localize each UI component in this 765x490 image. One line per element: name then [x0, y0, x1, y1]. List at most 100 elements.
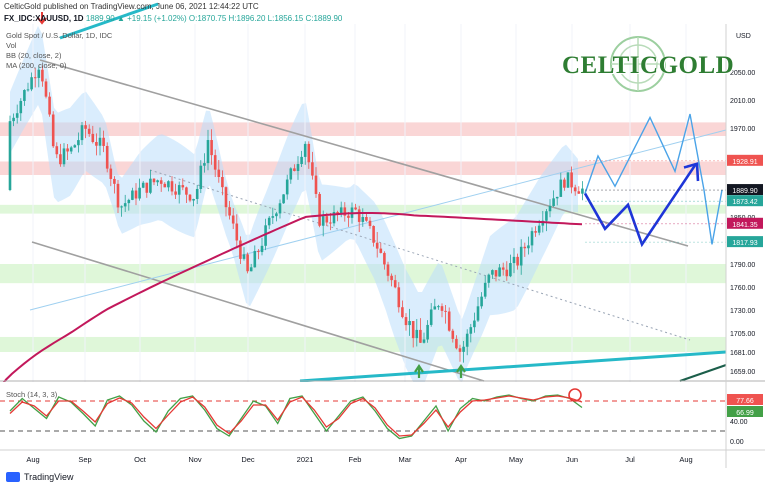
- stoch-y-tick: 0.00: [730, 439, 744, 446]
- stoch-pane[interactable]: [0, 382, 726, 450]
- price-label: 1928.91: [732, 159, 757, 166]
- candle-body: [80, 125, 84, 141]
- long-term-uptrend-line: [29, 129, 727, 311]
- candle-body: [530, 231, 534, 246]
- candle-body: [275, 213, 278, 217]
- stoch-d-line: [9, 395, 583, 437]
- candle-body: [437, 306, 440, 308]
- candle-body: [476, 306, 480, 321]
- candle-body: [516, 256, 519, 266]
- candle-body: [458, 348, 462, 352]
- candle-body: [383, 252, 386, 265]
- candle-body: [429, 309, 433, 325]
- candle-body: [534, 231, 537, 233]
- candle-body: [577, 191, 581, 194]
- candle-body: [469, 327, 473, 334]
- x-tick-label: Dec: [241, 455, 255, 464]
- candle-body: [271, 216, 275, 218]
- candle-body: [512, 256, 516, 264]
- bb-legend[interactable]: BB (20, close, 2): [6, 51, 62, 60]
- candle-body: [332, 212, 336, 224]
- candle-body: [419, 329, 422, 343]
- bollinger-band: [10, 25, 578, 392]
- candle-body: [581, 188, 584, 194]
- symbol-name[interactable]: FX_IDC:XAUUSD, 1D: [4, 14, 84, 23]
- price-label: 1817.93: [732, 240, 757, 247]
- candle-body: [447, 311, 451, 331]
- candle-body: [480, 296, 483, 307]
- candle-body: [131, 190, 134, 200]
- candle-body: [393, 280, 397, 288]
- candle-body: [372, 225, 375, 243]
- candle-body: [163, 183, 167, 188]
- candle-body: [23, 90, 26, 101]
- buy-arrow-icon: [414, 364, 424, 378]
- y-tick-label: 2010.00: [730, 98, 755, 105]
- channel-middle-dotted-line: [149, 169, 691, 341]
- candle-body: [433, 306, 437, 310]
- candle-body: [116, 183, 120, 208]
- candle-body: [303, 143, 307, 157]
- tradingview-icon: [6, 472, 20, 482]
- stoch-y-tick: 40.00: [730, 419, 748, 426]
- x-tick-label: Jul: [625, 455, 635, 464]
- candle-body: [199, 165, 203, 189]
- candle-body: [231, 215, 235, 224]
- stoch-value-label: 77.66: [736, 398, 754, 405]
- candle-body: [498, 267, 501, 277]
- candle-body: [41, 69, 44, 82]
- candle-body: [325, 216, 329, 223]
- candle-body: [95, 141, 98, 146]
- candle-body: [134, 190, 138, 199]
- candle-body: [221, 177, 224, 188]
- y-tick-label: 1970.00: [730, 126, 755, 133]
- candle-body: [170, 181, 174, 192]
- y-tick-label: 1681.00: [730, 350, 755, 357]
- stoch-legend[interactable]: Stoch (14, 3, 3): [6, 390, 58, 399]
- candle-body: [98, 137, 102, 146]
- candle-body: [203, 163, 206, 166]
- candle-body: [253, 251, 257, 268]
- price-label: 1873.42: [732, 199, 757, 206]
- candle-body: [217, 169, 221, 178]
- candle-body: [473, 320, 476, 328]
- candle-body: [152, 178, 156, 183]
- candle-body: [156, 180, 159, 183]
- chart-title-legend[interactable]: Gold Spot / U.S. Dollar, 1D, IDC: [6, 31, 113, 40]
- candle-body: [185, 187, 188, 195]
- candle-body: [285, 179, 289, 195]
- candle-body: [102, 137, 105, 146]
- celticgold-logo: CELTICGOLD: [560, 34, 734, 96]
- candle-body: [455, 338, 458, 349]
- candle-body: [483, 282, 487, 297]
- x-tick-label: Apr: [455, 455, 467, 464]
- candle-body: [62, 148, 66, 165]
- tradingview-footer[interactable]: TradingView: [6, 472, 74, 482]
- ohlc-values: 1889.90 ▲ +19.15 (+1.02%) O:1870.75 H:18…: [85, 14, 343, 23]
- candle-body: [48, 96, 51, 115]
- price-label-box: [727, 236, 763, 248]
- ma-legend[interactable]: MA (200, close, 0): [6, 61, 67, 70]
- candle-body: [494, 270, 498, 277]
- candle-body: [105, 145, 109, 169]
- candle-body: [15, 113, 19, 118]
- candle-body: [444, 310, 447, 312]
- candle-body: [422, 339, 426, 343]
- candle-body: [379, 248, 383, 253]
- candle-body: [264, 225, 267, 246]
- x-tick-label: 2021: [297, 455, 314, 464]
- candle-body: [386, 264, 390, 276]
- price-label-box: [727, 195, 763, 207]
- stoch-value-box: [727, 394, 763, 405]
- x-tick-label: Sep: [78, 455, 91, 464]
- y-tick-label: 2050.00: [730, 70, 755, 77]
- x-tick-label: May: [509, 455, 523, 464]
- x-tick-label: Oct: [134, 455, 147, 464]
- candle-body: [181, 185, 185, 188]
- vol-legend[interactable]: Vol: [6, 41, 17, 50]
- candle-body: [159, 180, 163, 184]
- candle-body: [91, 133, 95, 142]
- x-tick-label: Aug: [26, 455, 39, 464]
- candle-body: [426, 324, 429, 340]
